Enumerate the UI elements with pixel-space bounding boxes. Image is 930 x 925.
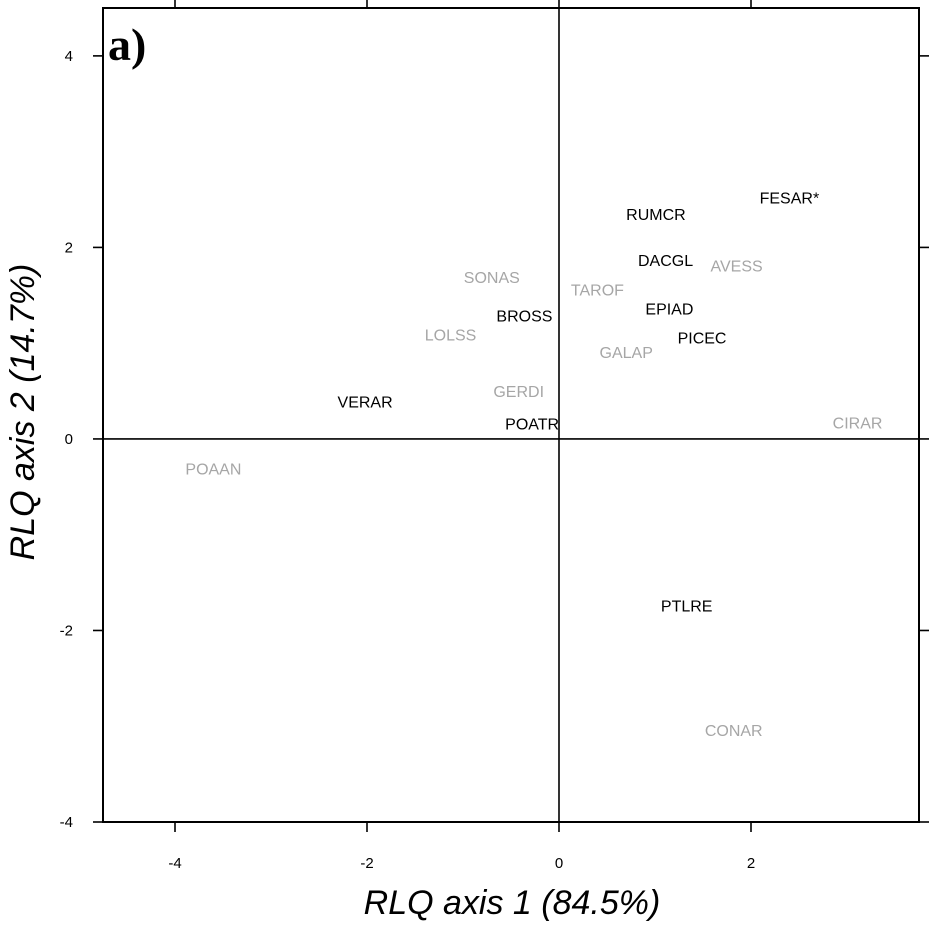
x-tick-label: 2 bbox=[747, 855, 755, 872]
point-label-galap: GALAP bbox=[600, 345, 653, 362]
plot-frame bbox=[102, 7, 920, 823]
point-label-lolss: LOLSS bbox=[425, 328, 477, 345]
y-tick-label: -4 bbox=[60, 814, 73, 831]
point-label-rumcr: RUMCR bbox=[626, 207, 686, 224]
y-tick-label: -2 bbox=[60, 622, 73, 639]
point-label-ptlre: PTLRE bbox=[661, 599, 713, 616]
point-label-picec: PICEC bbox=[678, 330, 727, 347]
plot-border bbox=[102, 7, 920, 823]
y-tick-label: 2 bbox=[65, 239, 73, 256]
point-label-dacgl: DACGL bbox=[638, 253, 693, 270]
point-label-gerdi: GERDI bbox=[493, 384, 544, 401]
point-label-fesar: FESAR* bbox=[760, 191, 820, 208]
point-label-cirar: CIRAR bbox=[833, 416, 883, 433]
point-label-sonas: SONAS bbox=[464, 270, 520, 287]
axes: -4 -2 0 2 -4 -2 0 2 4 bbox=[60, 0, 929, 872]
y-axis-title: RLQ axis 2 (14.7%) bbox=[4, 264, 42, 561]
point-label-verar: VERAR bbox=[338, 395, 393, 412]
y-tick-label: 4 bbox=[65, 48, 73, 65]
point-label-tarof: TAROF bbox=[571, 283, 624, 300]
point-label-conar: CONAR bbox=[705, 723, 763, 740]
panel-label: a) bbox=[108, 19, 146, 70]
x-tick-label: -4 bbox=[168, 855, 181, 872]
point-label-poaan: POAAN bbox=[185, 462, 241, 479]
point-label-bross: BROSS bbox=[496, 308, 552, 325]
point-label-poatr: POATR bbox=[505, 417, 559, 434]
point-labels: FESAR* RUMCR DACGL AVESS SONAS TAROF EPIAD BROS… bbox=[185, 191, 882, 740]
x-tick-label: -2 bbox=[360, 855, 373, 872]
point-label-avess: AVESS bbox=[711, 259, 763, 276]
x-axis-title: RLQ axis 1 (84.5%) bbox=[364, 884, 661, 922]
y-tick-label: 0 bbox=[65, 431, 73, 448]
x-tick-label: 0 bbox=[555, 855, 563, 872]
point-label-epiad: EPIAD bbox=[645, 302, 693, 319]
